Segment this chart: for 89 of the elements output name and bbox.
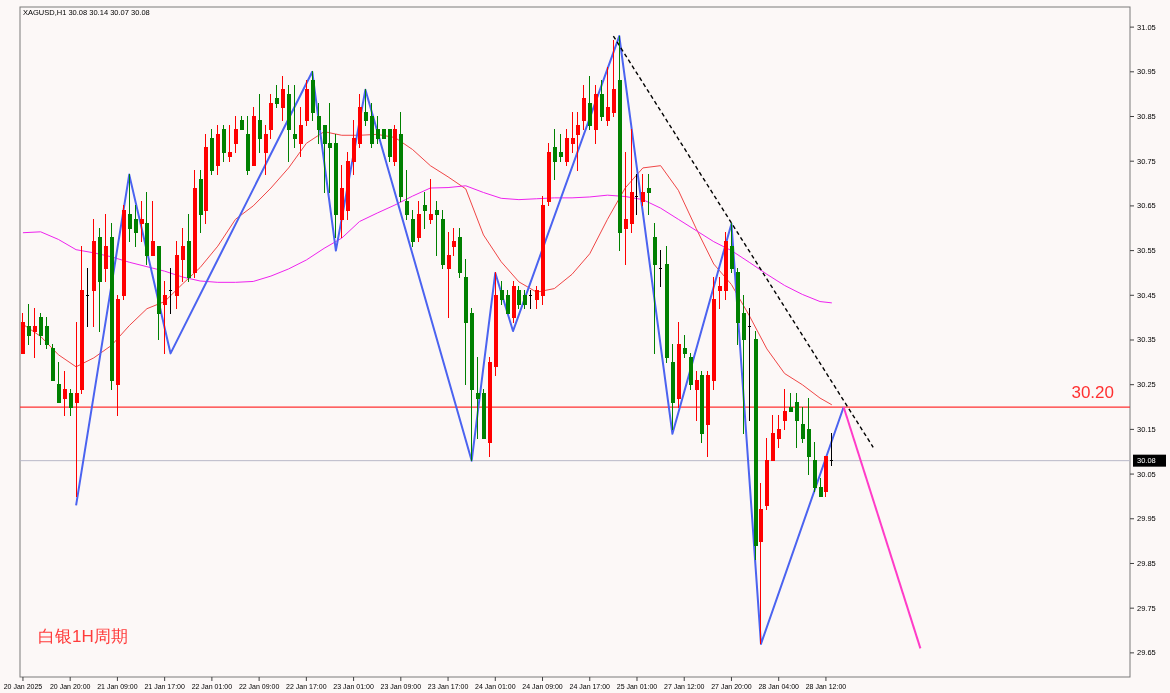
candlestick (634, 174, 639, 216)
candlestick (233, 116, 238, 153)
candlestick (581, 84, 586, 131)
candlestick (511, 281, 516, 323)
candlestick (139, 200, 144, 243)
candlestick (91, 218, 96, 328)
candlestick (829, 433, 834, 466)
candlestick (599, 80, 604, 122)
candlestick (257, 93, 262, 153)
candlestick (404, 169, 409, 220)
candlestick (575, 111, 580, 171)
candlestick (392, 124, 397, 167)
candlestick (68, 388, 73, 417)
candlestick (398, 111, 403, 202)
candlestick (20, 312, 25, 354)
candlestick (422, 191, 427, 229)
candlestick (245, 116, 250, 176)
candlestick (658, 250, 663, 287)
candlestick (451, 227, 456, 256)
candlestick (446, 232, 451, 319)
candlestick (62, 370, 67, 417)
candlestick (640, 174, 645, 207)
candlestick (215, 124, 220, 176)
candlestick (676, 321, 681, 408)
candlestick (150, 200, 155, 256)
candlestick (198, 169, 203, 234)
candlestick (239, 116, 244, 131)
candlestick (593, 84, 598, 144)
candlestick (652, 223, 657, 354)
candlestick (162, 281, 167, 354)
candlestick (528, 290, 533, 310)
candlestick (156, 245, 161, 341)
line-series (22, 131, 833, 406)
candlestick (304, 80, 309, 126)
candlestick (416, 200, 421, 243)
candlestick (699, 370, 704, 444)
line-series (75, 35, 845, 645)
candlestick (729, 223, 734, 274)
line-series (22, 185, 833, 304)
ref-line-label: 30.20 (1071, 383, 1114, 403)
candlestick (753, 330, 758, 560)
candlestick (109, 223, 114, 390)
candlestick (670, 343, 675, 430)
candlestick (251, 107, 256, 167)
candlestick (428, 178, 433, 225)
candlestick (440, 209, 445, 269)
candlestick (85, 267, 90, 328)
candlestick (26, 303, 31, 345)
candlestick (823, 455, 828, 497)
candlestick (688, 352, 693, 390)
candlestick (694, 370, 699, 421)
candlestick (617, 35, 622, 252)
candlestick (546, 142, 551, 207)
candlestick (203, 133, 208, 225)
annotation: 白银1H周期 (38, 627, 128, 646)
candlestick (192, 169, 197, 278)
candlestick (298, 107, 303, 158)
candlestick (664, 245, 669, 363)
candlestick (410, 209, 415, 247)
candlestick (115, 294, 120, 417)
candlestick (50, 343, 55, 381)
candlestick (209, 129, 214, 176)
candlestick (457, 227, 462, 278)
candlestick (274, 84, 279, 109)
candlestick (292, 84, 297, 149)
candlestick (286, 84, 291, 162)
candlestick (782, 388, 787, 430)
candlestick (144, 191, 149, 265)
candlestick (758, 482, 763, 645)
candlestick (168, 267, 173, 314)
candlestick (32, 308, 37, 359)
candlestick (227, 124, 232, 162)
candlestick (103, 214, 108, 283)
candlestick (186, 214, 191, 283)
candlestick (646, 174, 651, 216)
candlestick (97, 227, 102, 332)
candlestick (280, 75, 285, 122)
candlestick (747, 308, 752, 421)
candlestick (79, 245, 84, 395)
candlestick (434, 200, 439, 256)
candlestick (56, 361, 61, 404)
candlestick (682, 335, 687, 359)
candlestick (74, 321, 79, 497)
candlestick (263, 124, 268, 176)
candlestick (221, 124, 226, 162)
candlestick (310, 71, 315, 122)
candlestick (268, 93, 273, 140)
candlestick (121, 205, 126, 301)
candlestick (587, 75, 592, 131)
